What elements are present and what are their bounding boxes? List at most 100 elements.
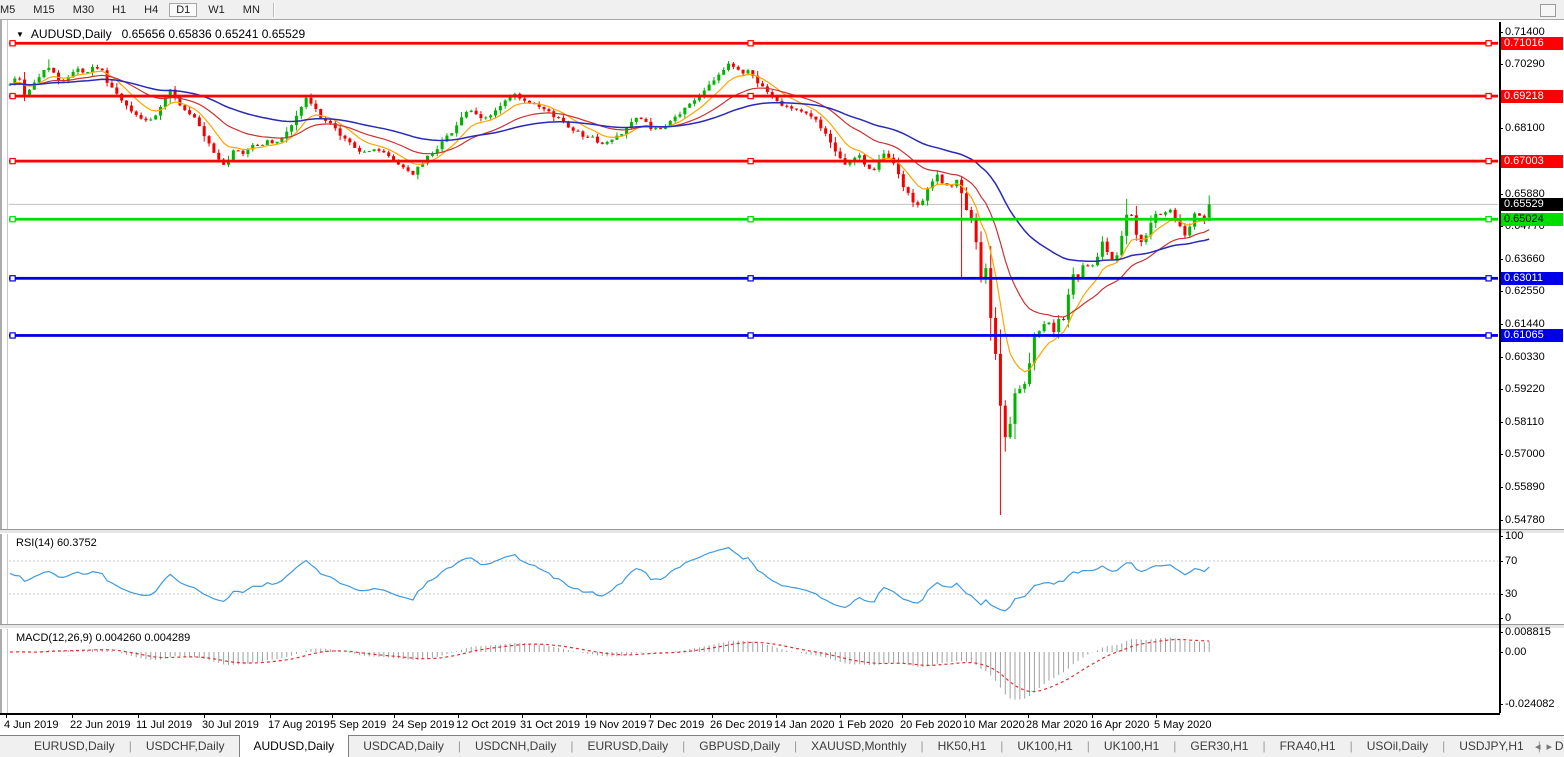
price-line-flag: 0.69218 <box>1501 89 1563 103</box>
tab-separator: | <box>1537 739 1541 753</box>
chart-tab-xauusd-monthly[interactable]: XAUUSD,Monthly <box>811 739 907 753</box>
chart-tab-dj30-daily[interactable]: DJ30,Daily <box>1554 739 1564 753</box>
date-tick <box>1156 715 1157 718</box>
rsi-axis-label: 100 <box>1499 530 1563 543</box>
price-line-0.61065[interactable] <box>9 332 1498 339</box>
collapse-triangle-icon[interactable]: ▼ <box>16 30 24 39</box>
price-line-0.67003[interactable] <box>9 157 1498 165</box>
chart-tab-hk50-h1[interactable]: HK50,H1 <box>937 739 987 753</box>
tab-scroll-left-icon[interactable]: ◂ <box>1534 741 1547 753</box>
chart-tab-fra40-h1[interactable]: FRA40,H1 <box>1279 739 1336 753</box>
chart-tab-audusd-daily[interactable]: AUDUSD,Daily <box>238 735 350 757</box>
rsi-label: RSI(14) 60.3752 <box>16 537 97 549</box>
timeframe-button-m15[interactable]: M15 <box>33 3 55 16</box>
price-line-0.71016[interactable] <box>9 40 1498 47</box>
tab-separator: | <box>1442 739 1446 753</box>
timeframe-button-mn[interactable]: MN <box>242 3 260 16</box>
date-tick <box>650 715 651 718</box>
date-tick <box>394 715 395 718</box>
date-label: 19 Nov 2019 <box>584 719 647 731</box>
rsi-axis-label: 70 <box>1499 555 1563 568</box>
chart-tab-uk100-h1[interactable]: UK100,H1 <box>1017 739 1073 753</box>
date-tick <box>1028 715 1029 718</box>
date-label: 16 Apr 2020 <box>1090 719 1150 731</box>
date-label: 28 Mar 2020 <box>1026 719 1088 731</box>
date-tick <box>522 715 523 718</box>
tab-scroll-right-icon[interactable]: ▸ <box>1546 741 1558 753</box>
chart-tab-usdjpy-h1[interactable]: USDJPY,H1 <box>1459 739 1524 753</box>
tab-separator: | <box>682 739 686 753</box>
timeframe-button-h1[interactable]: H1 <box>112 3 127 16</box>
panel-separator[interactable] <box>0 529 1564 534</box>
tab-separator: | <box>570 739 574 753</box>
macd-axis-label: 0.00 <box>1499 646 1563 659</box>
chart-tab-bar: EURUSD,Daily | USDCHF,Daily AUDUSD,Daily USD… <box>0 735 1564 757</box>
tab-separator: | <box>128 739 132 753</box>
tab-separator: | <box>1086 739 1090 753</box>
tab-separator: | <box>1349 739 1353 753</box>
tab-scroll-arrows: ◂▸ <box>1535 740 1558 753</box>
date-tick <box>840 715 841 718</box>
chart-tab-eurusd-daily[interactable]: EURUSD,Daily <box>34 739 115 753</box>
price-tick-label: 0.68100 <box>1499 122 1563 135</box>
price-line-0.65024[interactable] <box>9 216 1498 223</box>
timeframe-button-d1[interactable]: D1 <box>169 2 198 17</box>
chart-ohlc-values: 0.65656 0.65836 0.65241 0.65529 <box>121 27 306 41</box>
price-line-flag: 0.61065 <box>1501 328 1563 342</box>
date-label: 5 Sep 2019 <box>330 719 387 731</box>
toolbar-grip[interactable] <box>1540 4 1556 17</box>
chart-tab-usdchf-daily[interactable]: USDCHF,Daily <box>145 739 225 753</box>
date-label: 4 Jun 2019 <box>4 719 59 731</box>
date-label: 5 May 2020 <box>1154 719 1212 731</box>
date-label: 1 Feb 2020 <box>838 719 894 731</box>
date-label: 11 Jul 2019 <box>136 719 193 731</box>
candlesticks <box>8 59 1211 516</box>
chart-tab-usoil-daily[interactable]: USOil,Daily <box>1366 739 1429 753</box>
window-left-border <box>0 20 8 757</box>
chart-symbol-label: AUDUSD,Daily <box>30 27 112 41</box>
date-tick <box>72 715 73 718</box>
price-tick-label: 0.55890 <box>1499 481 1563 494</box>
macd-axis-label: -0.024082 <box>1499 698 1563 711</box>
date-tick <box>6 715 7 718</box>
date-label: 31 Oct 2019 <box>520 719 580 731</box>
time-axis[interactable]: 4 Jun 2019 22 Jun 2019 11 Jul 2019 30 Jul 2… <box>0 713 1500 737</box>
price-tick-label: 0.54780 <box>1499 514 1563 527</box>
timeframe-button-h4[interactable]: H4 <box>144 3 159 16</box>
timeframe-button-w1[interactable]: W1 <box>208 3 225 16</box>
date-label: 20 Feb 2020 <box>900 719 962 731</box>
price-line-flag: 0.65024 <box>1501 212 1563 226</box>
tab-separator: | <box>793 739 798 753</box>
toolbar-separator <box>272 2 275 17</box>
rsi-axis-label: 30 <box>1499 588 1563 601</box>
chart-tab-usdcnh-daily[interactable]: USDCNH,Daily <box>475 739 557 753</box>
chart-tab-eurusd-daily[interactable]: EURUSD,Daily <box>587 739 669 753</box>
price-line-0.69218[interactable] <box>9 92 1498 100</box>
date-label: 10 Mar 2020 <box>963 719 1025 731</box>
price-tick-label: 0.60330 <box>1499 351 1563 364</box>
panel-separator[interactable] <box>0 624 1564 629</box>
date-tick <box>270 715 271 718</box>
chart-title: ▼ AUDUSD,Daily 0.65656 0.65836 0.65241 0.6… <box>16 27 305 41</box>
tab-separator: | <box>1173 739 1177 753</box>
chart-tab-uk100-h1[interactable]: UK100,H1 <box>1103 739 1160 753</box>
tab-separator: | <box>457 739 461 753</box>
price-line-0.63011[interactable] <box>9 275 1498 282</box>
main-price-chart[interactable] <box>8 22 1500 530</box>
chart-tab-usdcad-daily[interactable]: USDCAD,Daily <box>363 739 444 753</box>
chart-tab-gbpusd-daily[interactable]: GBPUSD,Daily <box>699 739 780 753</box>
timeframe-button-m5[interactable]: M5 <box>0 3 16 16</box>
macd-indicator-panel[interactable] <box>8 628 1500 712</box>
date-tick <box>902 715 903 718</box>
price-tick-label: 0.71400 <box>1499 26 1563 39</box>
timeframe-button-m30[interactable]: M30 <box>72 3 95 16</box>
date-label: 24 Sep 2019 <box>392 719 455 731</box>
price-tick-label: 0.63660 <box>1499 253 1563 266</box>
rsi-indicator-panel[interactable] <box>8 533 1500 625</box>
price-tick-label: 0.59220 <box>1499 383 1563 396</box>
macd-label: MACD(12,26,9) 0.004260 0.004289 <box>16 632 191 644</box>
tab-separator: | <box>920 739 924 753</box>
macd-axis-label: 0.008815 <box>1499 626 1563 639</box>
chart-tab-ger30-h1[interactable]: GER30,H1 <box>1190 739 1249 753</box>
